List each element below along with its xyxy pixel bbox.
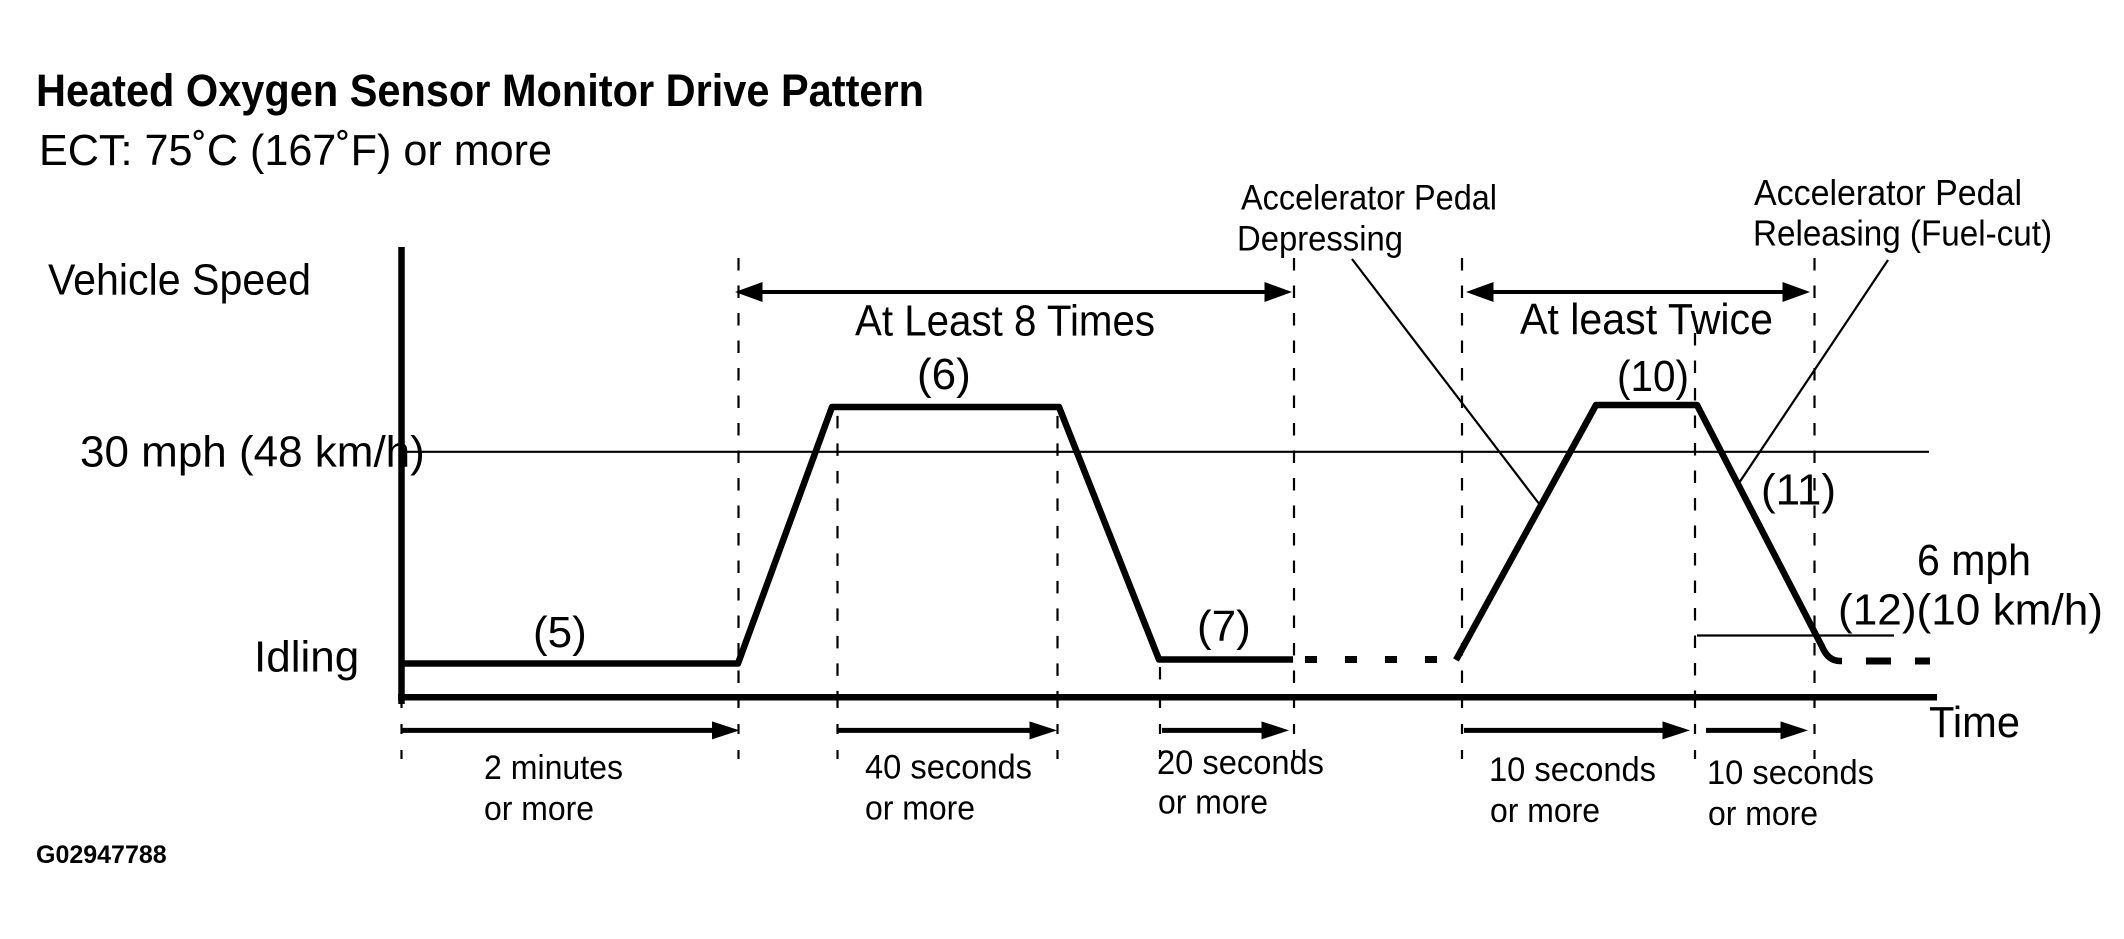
svg-text:10 seconds: 10 seconds: [1707, 754, 1874, 792]
svg-text:20 seconds: 20 seconds: [1157, 744, 1324, 782]
svg-text:40 seconds: 40 seconds: [865, 749, 1032, 787]
svg-text:Accelerator Pedal: Accelerator Pedal: [1754, 172, 2022, 213]
svg-text:(6): (6): [917, 350, 971, 399]
svg-text:At Least 8 Times: At Least 8 Times: [855, 297, 1155, 346]
svg-text:(12)(10 km/h): (12)(10 km/h): [1838, 586, 2103, 635]
svg-text:or more: or more: [1708, 795, 1818, 833]
svg-text:Accelerator Pedal: Accelerator Pedal: [1241, 179, 1497, 218]
svg-text:Depressing: Depressing: [1237, 220, 1403, 259]
svg-text:(5): (5): [533, 608, 587, 657]
svg-text:At least Twice: At least Twice: [1520, 295, 1773, 344]
svg-text:or more: or more: [484, 790, 594, 828]
svg-text:2 minutes: 2 minutes: [484, 749, 623, 787]
svg-text:Time: Time: [1929, 698, 2020, 747]
svg-text:or more: or more: [1158, 784, 1268, 822]
svg-text:or more: or more: [865, 790, 975, 828]
svg-text:Releasing (Fuel-cut): Releasing (Fuel-cut): [1753, 213, 2052, 254]
svg-text:Heated Oxygen Sensor Monitor D: Heated Oxygen Sensor Monitor Drive Patte…: [36, 65, 924, 116]
svg-text:(11): (11): [1761, 466, 1836, 515]
svg-text:Idling: Idling: [254, 633, 359, 682]
svg-text:Vehicle Speed: Vehicle Speed: [48, 256, 311, 305]
svg-text:10 seconds: 10 seconds: [1489, 751, 1656, 789]
svg-text:ECT: 75˚C (167˚F) or more: ECT: 75˚C (167˚F) or more: [39, 126, 552, 175]
svg-text:G02947788: G02947788: [36, 841, 167, 869]
svg-text:6 mph: 6 mph: [1917, 536, 2031, 585]
svg-text:(7): (7): [1197, 602, 1251, 651]
svg-text:(10): (10): [1617, 352, 1689, 401]
svg-text:30 mph (48 km/h): 30 mph (48 km/h): [80, 428, 425, 477]
svg-text:or more: or more: [1490, 792, 1600, 830]
